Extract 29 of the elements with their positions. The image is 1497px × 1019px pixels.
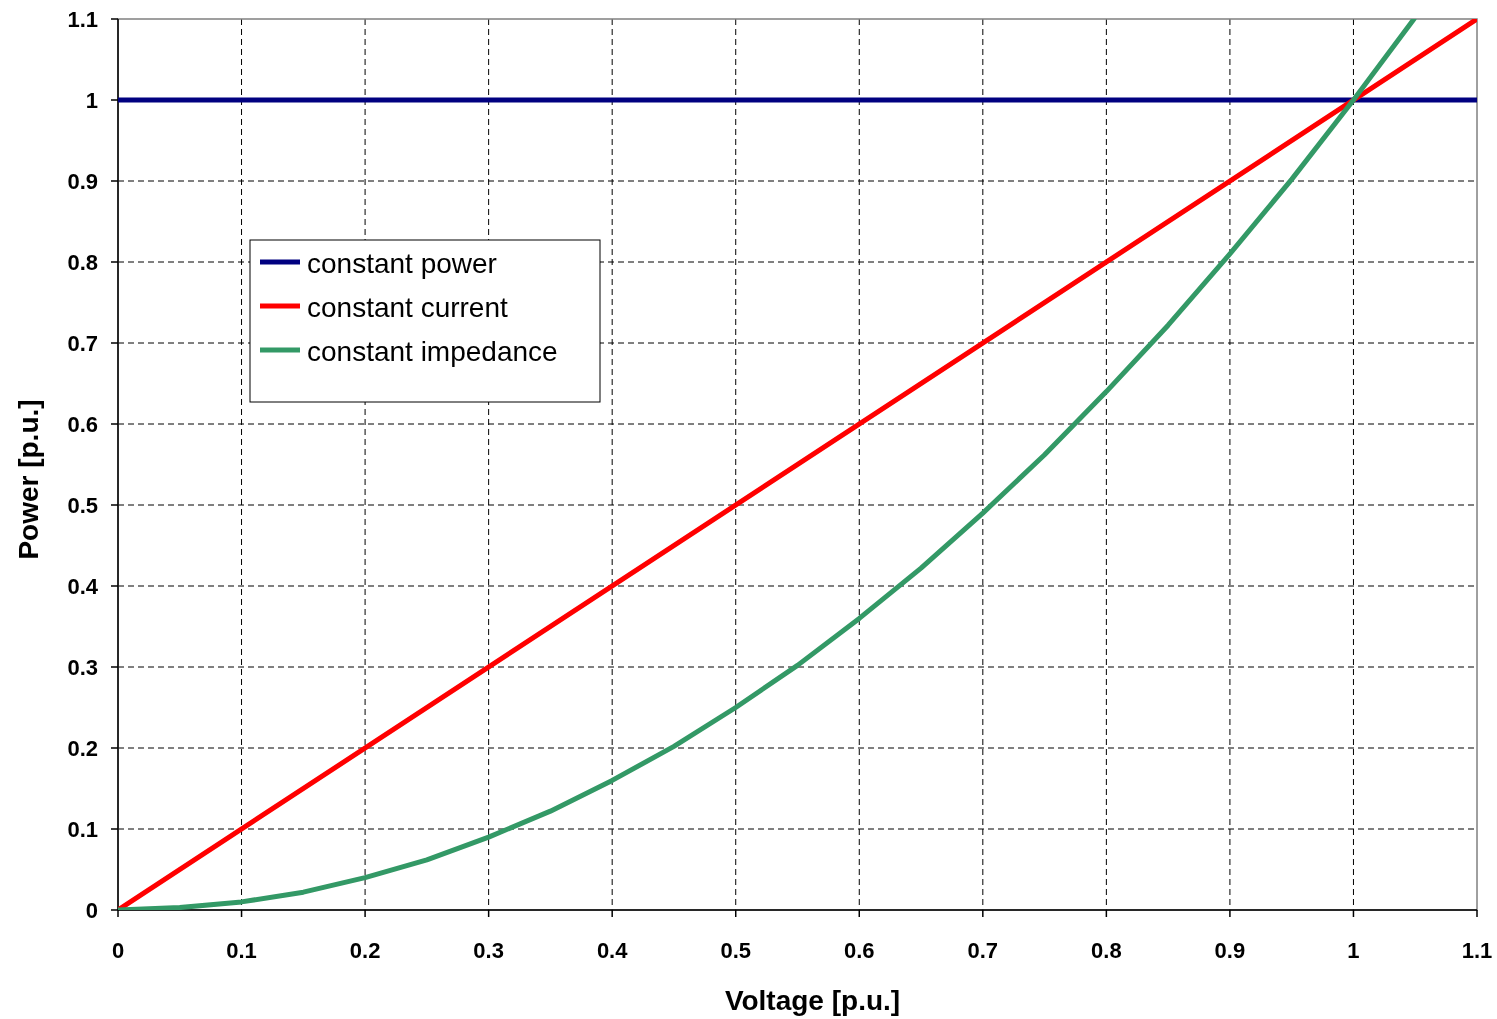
x-tick-label: 0.1 [226, 938, 257, 963]
x-tick-label: 0.3 [473, 938, 504, 963]
y-tick-label: 0.6 [67, 412, 98, 437]
y-tick-label: 0.2 [67, 736, 98, 761]
y-tick-label: 0.4 [67, 574, 99, 599]
y-tick-label: 0 [85, 898, 98, 923]
x-tick-label: 1 [1347, 938, 1360, 963]
x-tick-label: 0.8 [1091, 938, 1122, 963]
y-tick-label: 0.8 [67, 250, 98, 275]
y-tick-label: 0.3 [67, 655, 98, 680]
x-tick-label: 0.9 [1214, 938, 1246, 963]
y-tick-label: 0.7 [67, 331, 98, 356]
x-tick-label: 0.5 [720, 938, 752, 963]
x-tick-label: 0.2 [349, 938, 381, 963]
x-tick-label: 0.6 [843, 938, 875, 963]
x-tick-label: 0 [111, 938, 125, 963]
x-tick-label: 0.4 [596, 938, 629, 963]
legend-label: constant current [307, 292, 508, 323]
x-tick-label: 0.7 [967, 938, 999, 963]
legend-label: constant impedance [307, 336, 558, 367]
x-axis-title: Voltage [p.u.] [724, 985, 901, 1016]
y-tick-label: 0.9 [67, 169, 98, 194]
x-tick-label: 1.1 [1461, 938, 1493, 963]
legend-label: constant power [307, 248, 497, 279]
y-tick-label: 0.5 [67, 493, 98, 518]
y-axis-title: Power [p.u.] [13, 399, 44, 560]
y-tick-label: 1 [85, 88, 98, 113]
y-tick-label: 1.1 [67, 7, 98, 32]
y-tick-label: 0.1 [67, 817, 98, 842]
